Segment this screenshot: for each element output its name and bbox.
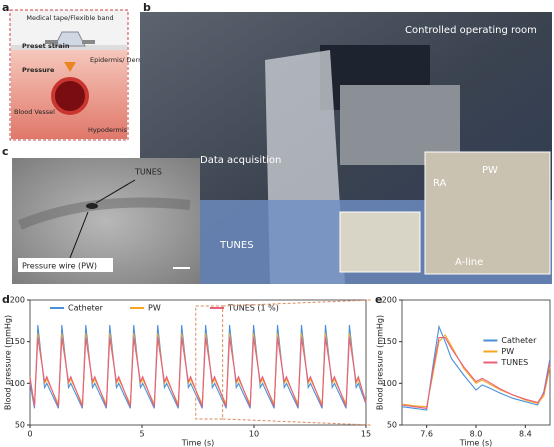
tape xyxy=(11,45,127,50)
y-axis-label: Blood pressure (mmHg) xyxy=(376,315,385,410)
photo: Controlled operating room Data acquisiti… xyxy=(140,12,552,284)
label: TUNES xyxy=(219,240,254,251)
label: Pressure wire (PW) xyxy=(22,262,97,271)
y-tick-label: 50 xyxy=(387,421,397,430)
legend-label: TUNES (1 %) xyxy=(227,304,279,313)
charts: 50 100 150 200 0 5 10 15 Time (s) Blood pressure … xyxy=(4,296,551,447)
xray: TUNES Pressure wire (PW) xyxy=(12,158,200,284)
panel-letter: b xyxy=(143,1,151,14)
x-tick-label: 8.0 xyxy=(470,430,483,439)
label: Pressure xyxy=(22,66,55,74)
device xyxy=(54,31,86,47)
label: RA xyxy=(433,178,447,189)
legend-label: Catheter xyxy=(501,336,537,345)
series-line xyxy=(29,337,367,407)
inset xyxy=(339,211,421,273)
x-tick-label: 10 xyxy=(249,430,259,439)
x-axis-label: Time (s) xyxy=(181,439,215,447)
label: A-line xyxy=(455,257,483,268)
panel-letter: d xyxy=(2,293,10,306)
y-tick-label: 150 xyxy=(382,337,397,346)
schematic: Medical tape/Flexible band Preset strain… xyxy=(9,9,150,141)
sensor xyxy=(86,203,98,209)
vessel xyxy=(51,77,89,115)
x-tick-label: 5 xyxy=(139,430,144,439)
label: Preset strain xyxy=(22,42,70,50)
plot-frame xyxy=(29,299,367,426)
label: Data acquisition xyxy=(200,155,281,166)
label: Blood Vessel xyxy=(14,108,55,116)
legend-label: PW xyxy=(148,304,161,313)
pointer xyxy=(69,179,136,259)
label: Epidermis/ Dermis xyxy=(90,56,150,64)
legend-label: PW xyxy=(501,347,514,356)
legend-label: Catheter xyxy=(68,304,104,313)
y-axis-label: Blood pressure (mmHg) xyxy=(4,315,13,410)
x-tick-label: 0 xyxy=(27,430,32,439)
y-tick-label: 100 xyxy=(382,379,397,388)
label: Medical tape/Flexible band xyxy=(26,14,113,22)
y-tick-label: 200 xyxy=(10,296,25,305)
label: Hypodermis xyxy=(88,126,128,134)
series-line xyxy=(401,334,551,408)
label: Controlled operating room xyxy=(405,25,537,36)
panel-letter: c xyxy=(2,145,9,158)
legend-label: TUNES xyxy=(500,358,528,367)
y-tick-label: 200 xyxy=(382,296,397,305)
x-tick-label: 8.4 xyxy=(519,430,532,439)
pressure-arrow xyxy=(64,62,76,72)
label: PW xyxy=(482,165,498,176)
inset xyxy=(424,151,551,275)
series-line xyxy=(401,336,551,409)
panel-letter: e xyxy=(375,293,382,306)
x-tick-label: 7.6 xyxy=(420,430,433,439)
panel-letter: a xyxy=(2,1,9,14)
x-tick-label: 15 xyxy=(361,430,371,439)
x-axis-label: Time (s) xyxy=(459,439,493,447)
label: TUNES xyxy=(134,168,162,177)
y-tick-label: 150 xyxy=(10,337,25,346)
y-tick-label: 50 xyxy=(15,421,25,430)
y-tick-label: 100 xyxy=(10,379,25,388)
label-bg xyxy=(18,258,113,272)
